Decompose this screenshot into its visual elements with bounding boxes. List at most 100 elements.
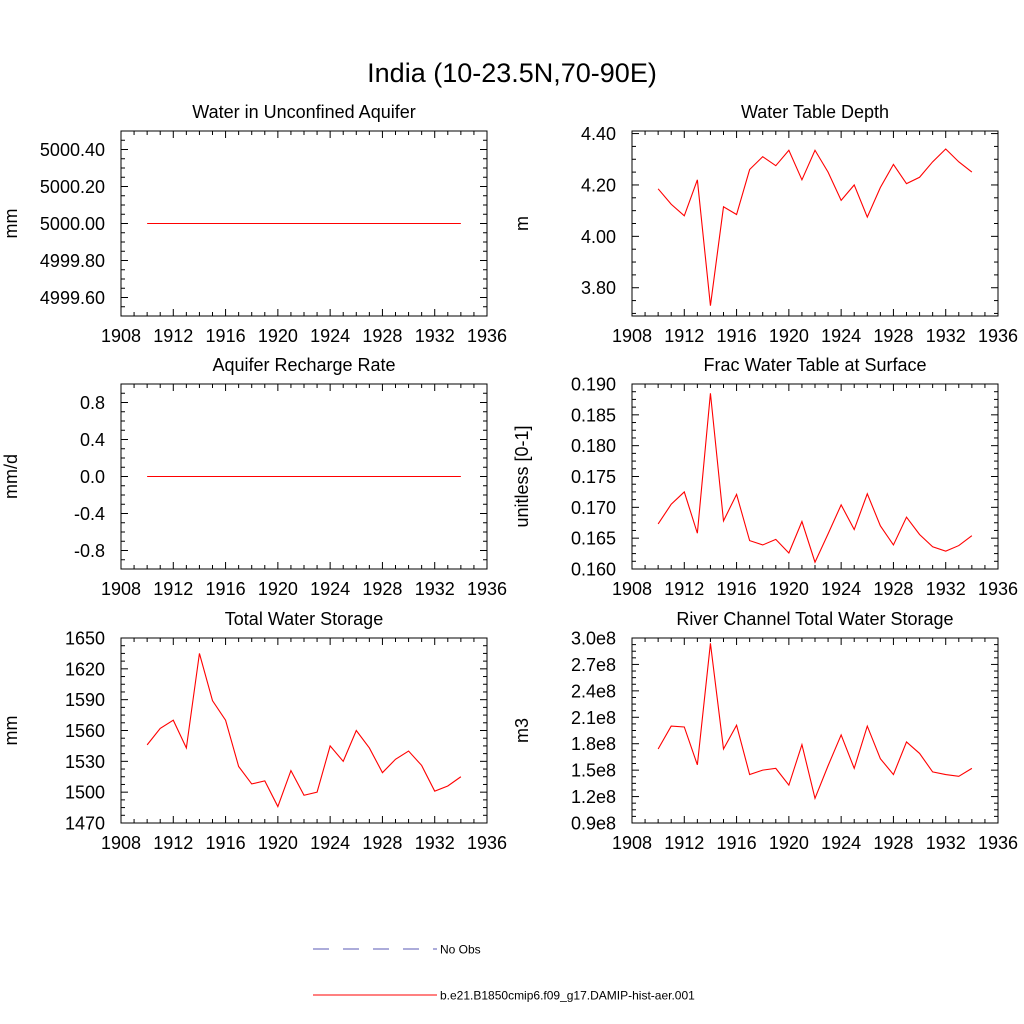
x-tick-label: 1932 bbox=[926, 326, 966, 346]
x-tick-label: 1912 bbox=[153, 326, 193, 346]
y-tick-label: 2.4e8 bbox=[571, 681, 616, 701]
y-tick-label: 3.80 bbox=[581, 278, 616, 298]
y-tick-label: 4.40 bbox=[581, 124, 616, 144]
chart-panels: Water in Unconfined Aquifer mm 1908 1912 191… bbox=[1, 102, 1018, 853]
x-tick-label: 1932 bbox=[926, 833, 966, 853]
x-tick-label: 1920 bbox=[769, 833, 809, 853]
x-tick-label: 1920 bbox=[258, 326, 298, 346]
x-tick-label: 1916 bbox=[717, 833, 757, 853]
x-tick-label: 1928 bbox=[362, 579, 402, 599]
x-tick-label: 1908 bbox=[612, 833, 652, 853]
legend-obs-label: No Obs bbox=[440, 943, 481, 957]
y-tick-label: 3.0e8 bbox=[571, 629, 616, 649]
y-axis-label: unitless [0-1] bbox=[512, 425, 532, 527]
legend: No Obs b.e21.B1850cmip6.f09_g17.DAMIP-hi… bbox=[313, 943, 695, 1003]
x-tick-label: 1924 bbox=[821, 579, 861, 599]
x-tick-label: 1908 bbox=[101, 579, 141, 599]
panel-title: Frac Water Table at Surface bbox=[703, 355, 926, 375]
chart-panel: Total Water Storage mm 1908 1912 1916 1920 192… bbox=[1, 609, 507, 853]
chart-panel: River Channel Total Water Storage m3 1908 1… bbox=[512, 609, 1018, 853]
x-tick-label: 1932 bbox=[926, 579, 966, 599]
x-tick-label: 1908 bbox=[101, 326, 141, 346]
y-tick-label: -0.4 bbox=[74, 504, 105, 524]
y-tick-label: 4999.80 bbox=[40, 251, 105, 271]
x-tick-label: 1912 bbox=[664, 833, 704, 853]
y-tick-label: 5000.20 bbox=[40, 177, 105, 197]
y-tick-label: 0.165 bbox=[571, 529, 616, 549]
y-tick-label: 0.9e8 bbox=[571, 814, 616, 834]
y-tick-label: 0.160 bbox=[571, 560, 616, 580]
plot-frame bbox=[631, 130, 999, 317]
x-tick-label: 1932 bbox=[415, 833, 455, 853]
series-line bbox=[657, 643, 973, 801]
x-tick-label: 1920 bbox=[258, 579, 298, 599]
y-tick-label: 2.7e8 bbox=[571, 655, 616, 675]
x-tick-label: 1928 bbox=[873, 579, 913, 599]
panel-title: Water Table Depth bbox=[741, 102, 889, 122]
x-tick-label: 1924 bbox=[310, 833, 350, 853]
y-axis-label: mm bbox=[1, 209, 21, 239]
legend-model-label: b.e21.B1850cmip6.f09_g17.DAMIP-hist-aer.… bbox=[440, 989, 695, 1003]
y-tick-label: 1.2e8 bbox=[571, 787, 616, 807]
y-tick-label: 1.8e8 bbox=[571, 734, 616, 754]
x-tick-label: 1916 bbox=[717, 579, 757, 599]
y-tick-label: 4999.60 bbox=[40, 288, 105, 308]
x-tick-label: 1908 bbox=[612, 326, 652, 346]
x-tick-label: 1908 bbox=[101, 833, 141, 853]
y-tick-label: 4.00 bbox=[581, 227, 616, 247]
y-tick-label: 0.0 bbox=[80, 467, 105, 487]
series-line bbox=[657, 148, 973, 306]
x-tick-label: 1928 bbox=[362, 833, 402, 853]
chart-panel: Water Table Depth m 1908 1912 1916 1920 1924 19… bbox=[512, 102, 1018, 346]
y-axis-label: m bbox=[512, 216, 532, 231]
y-tick-label: 0.190 bbox=[571, 375, 616, 395]
y-tick-label: 1560 bbox=[65, 721, 105, 741]
series-line bbox=[146, 653, 462, 808]
x-tick-label: 1924 bbox=[821, 833, 861, 853]
plot-frame bbox=[631, 637, 999, 824]
x-tick-label: 1920 bbox=[769, 579, 809, 599]
chart-panel: Aquifer Recharge Rate mm/d 1908 1912 1916 192… bbox=[1, 355, 507, 599]
x-tick-label: 1936 bbox=[978, 326, 1018, 346]
x-tick-label: 1936 bbox=[467, 579, 507, 599]
y-tick-label: 5000.00 bbox=[40, 214, 105, 234]
x-tick-label: 1932 bbox=[415, 579, 455, 599]
y-tick-label: 1500 bbox=[65, 783, 105, 803]
y-tick-label: 0.180 bbox=[571, 436, 616, 456]
x-tick-label: 1936 bbox=[978, 833, 1018, 853]
y-tick-label: -0.8 bbox=[74, 541, 105, 561]
x-tick-label: 1916 bbox=[206, 579, 246, 599]
x-tick-label: 1920 bbox=[258, 833, 298, 853]
y-tick-label: 4.20 bbox=[581, 175, 616, 195]
y-tick-label: 1530 bbox=[65, 752, 105, 772]
x-tick-label: 1936 bbox=[467, 326, 507, 346]
panel-title: Aquifer Recharge Rate bbox=[212, 355, 395, 375]
figure-title: India (10-23.5N,70-90E) bbox=[367, 58, 657, 88]
x-tick-label: 1916 bbox=[717, 326, 757, 346]
x-tick-label: 1912 bbox=[664, 326, 704, 346]
y-axis-label: mm/d bbox=[1, 454, 21, 499]
x-tick-label: 1928 bbox=[873, 833, 913, 853]
y-tick-label: 0.4 bbox=[80, 430, 105, 450]
y-tick-label: 0.175 bbox=[571, 467, 616, 487]
plot-frame bbox=[631, 383, 999, 570]
y-tick-label: 5000.40 bbox=[40, 140, 105, 160]
y-tick-label: 1620 bbox=[65, 659, 105, 679]
x-tick-label: 1936 bbox=[467, 833, 507, 853]
x-tick-label: 1932 bbox=[415, 326, 455, 346]
x-tick-label: 1908 bbox=[612, 579, 652, 599]
y-tick-label: 2.1e8 bbox=[571, 708, 616, 728]
x-tick-label: 1924 bbox=[821, 326, 861, 346]
y-tick-label: 0.8 bbox=[80, 393, 105, 413]
y-tick-label: 0.170 bbox=[571, 498, 616, 518]
x-tick-label: 1912 bbox=[153, 833, 193, 853]
y-axis-label: mm bbox=[1, 716, 21, 746]
chart-panel: Water in Unconfined Aquifer mm 1908 1912 191… bbox=[1, 102, 507, 346]
panel-title: Water in Unconfined Aquifer bbox=[192, 102, 415, 122]
series-line bbox=[657, 393, 973, 564]
x-tick-label: 1924 bbox=[310, 579, 350, 599]
panel-title: River Channel Total Water Storage bbox=[676, 609, 953, 629]
x-tick-label: 1916 bbox=[206, 833, 246, 853]
x-tick-label: 1936 bbox=[978, 579, 1018, 599]
y-tick-label: 0.185 bbox=[571, 405, 616, 425]
